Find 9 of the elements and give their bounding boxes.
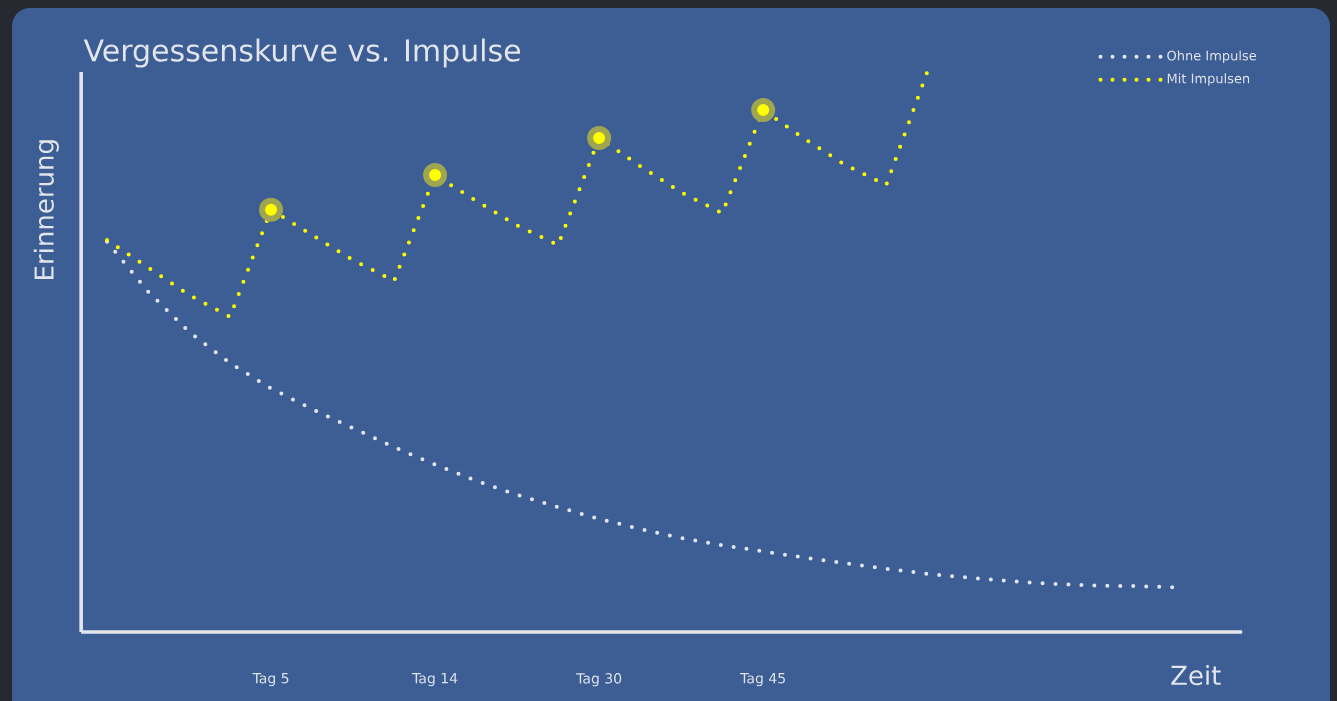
- legend-label: Ohne Impulse: [1167, 50, 1257, 63]
- y-axis-title: Erinnerung: [33, 140, 59, 279]
- x-tick-label: Tag 14: [412, 673, 458, 687]
- x-axis-title: Zeit: [1171, 665, 1221, 686]
- x-tick-label: Tag 5: [252, 673, 289, 687]
- x-tick-label: Tag 45: [740, 673, 785, 687]
- legend-label: Mit Impulsen: [1167, 73, 1250, 86]
- x-tick-label: Tag 30: [576, 673, 622, 687]
- chart-title: Vergessenskurve vs. Impulse: [83, 38, 521, 68]
